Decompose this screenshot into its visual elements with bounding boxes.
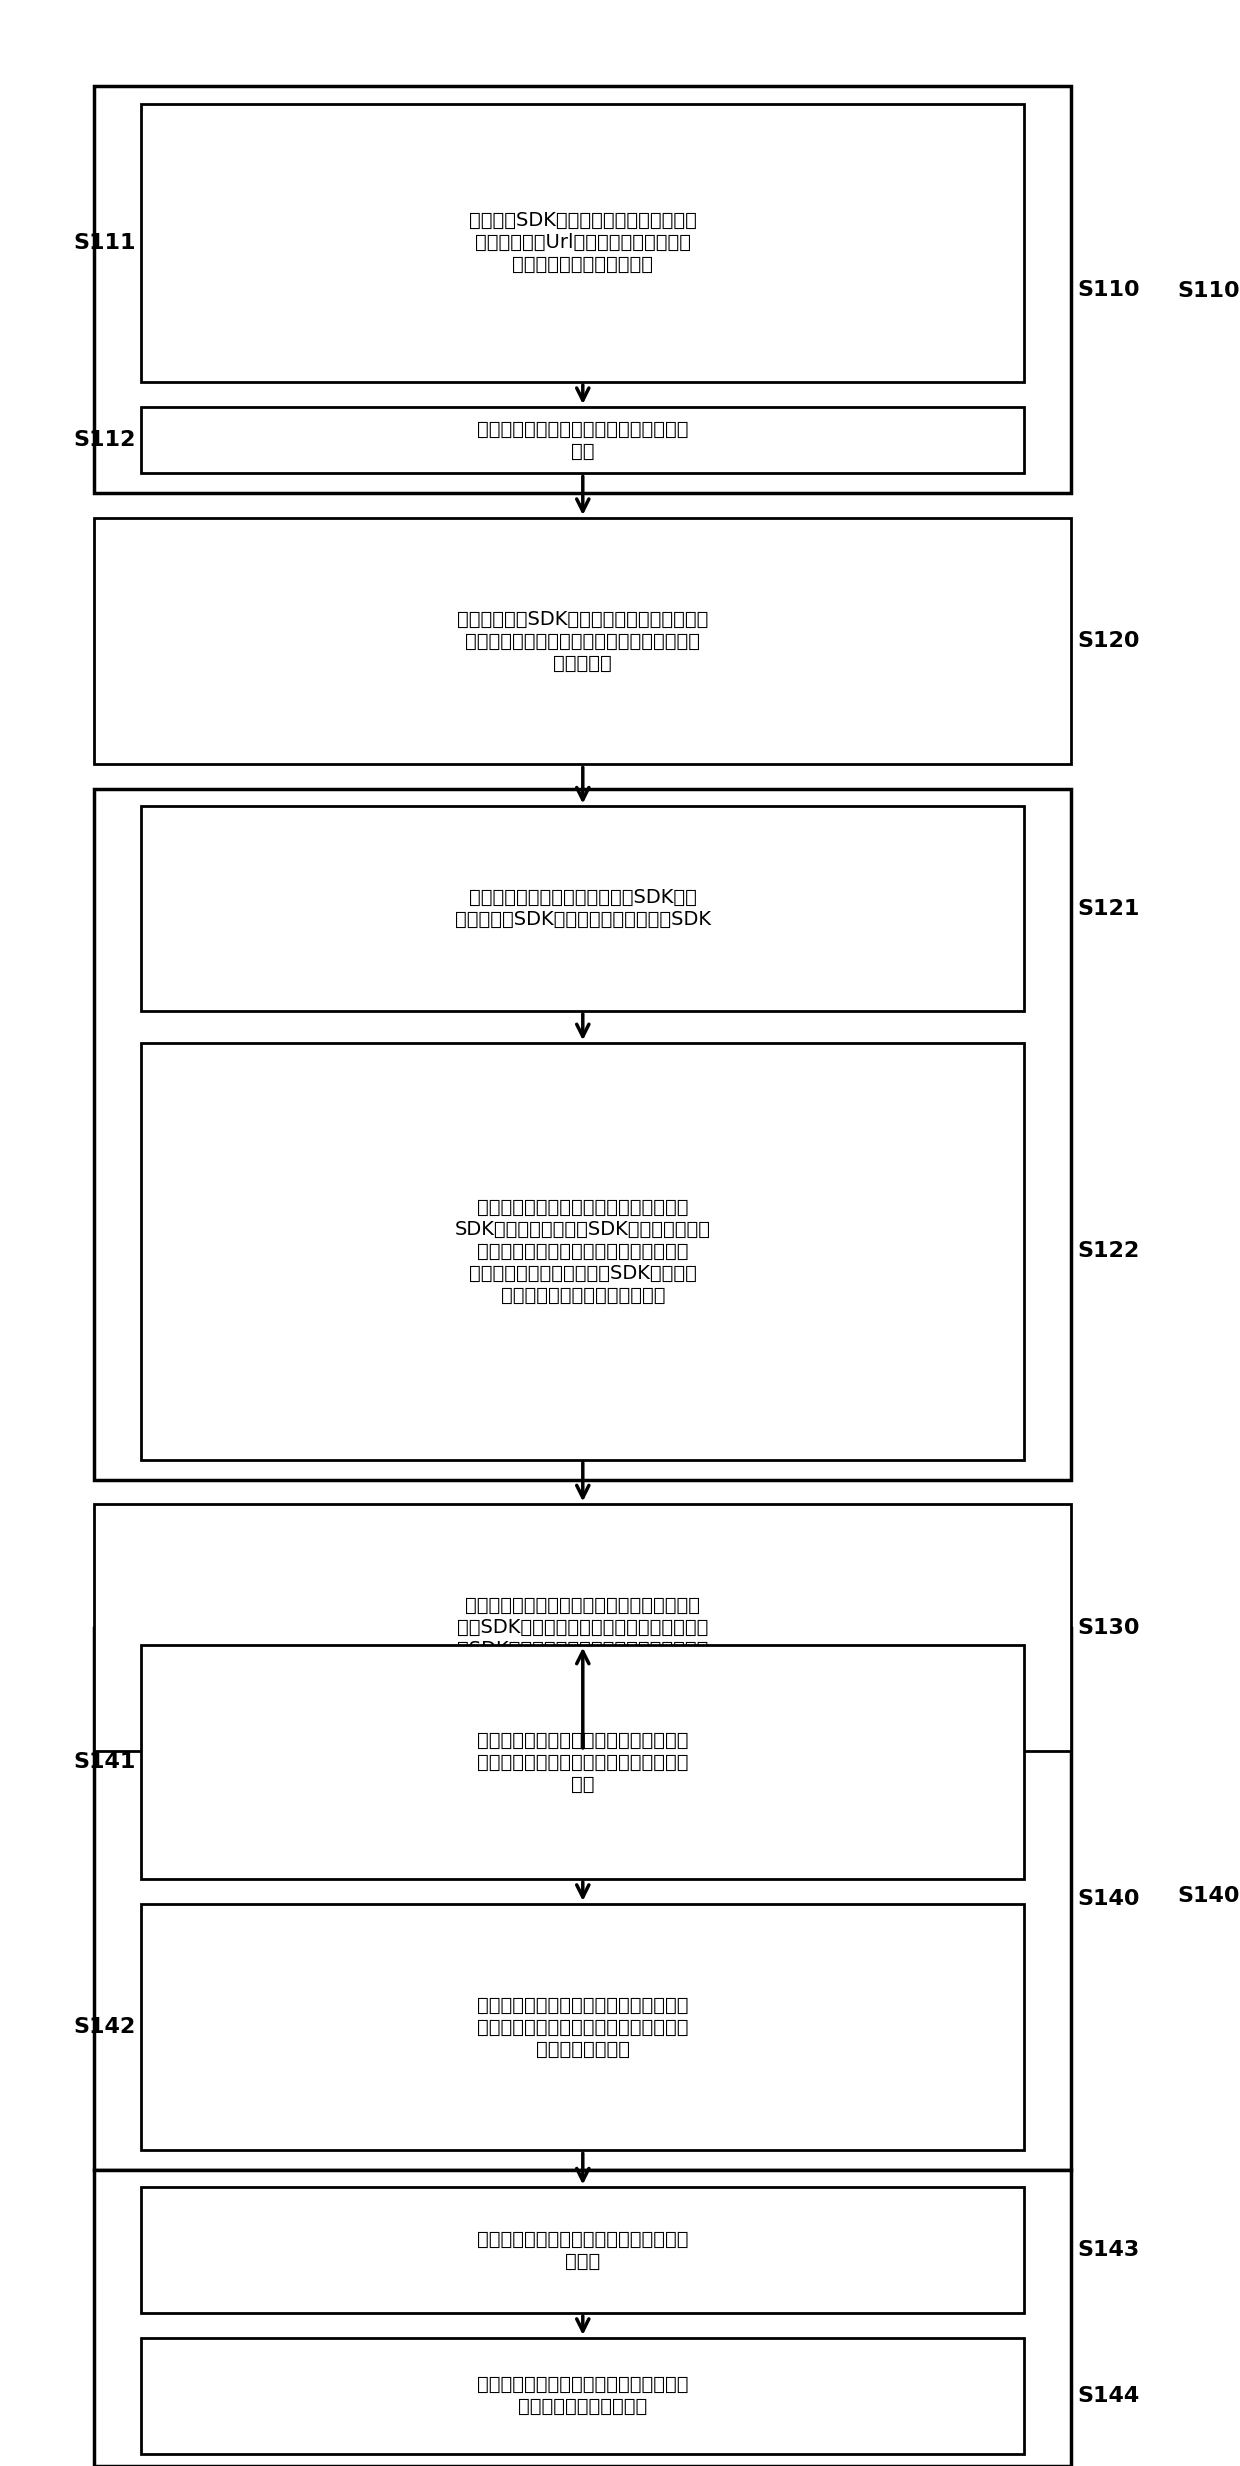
FancyBboxPatch shape — [94, 1504, 1071, 1751]
Text: S140: S140 — [1078, 1889, 1140, 1909]
Text: 根据所述接口描述文件得到服务端接口信
息，根据所述目标接口文件得到目标接口
信息: 根据所述接口描述文件得到服务端接口信 息，根据所述目标接口文件得到目标接口 信息 — [477, 1731, 688, 1793]
FancyBboxPatch shape — [141, 806, 1024, 1011]
Text: S122: S122 — [1078, 1240, 1140, 1263]
Text: 调用所述远程服务接口，并将调用结果同
步返回至所述调用端应用: 调用所述远程服务接口，并将调用结果同 步返回至所述调用端应用 — [477, 2375, 688, 2417]
Text: 通过第一SDK中的接口路由组件对所述远
程服务请求的Url进行解析得到与所述远
程服务请求对应的接口信息: 通过第一SDK中的接口路由组件对所述远 程服务请求的Url进行解析得到与所述远 … — [469, 212, 697, 274]
Text: 根据所述接口信息映射出对应的目标接口
文件: 根据所述接口信息映射出对应的目标接口 文件 — [477, 419, 688, 461]
Text: S120: S120 — [1078, 631, 1140, 651]
Text: 利用所述第一SDK中的接口路由组件发起远程
调用服务，建立所述调用端应用与各个服务端
应用的连接: 利用所述第一SDK中的接口路由组件发起远程 调用服务，建立所述调用端应用与各个服… — [458, 609, 708, 673]
FancyBboxPatch shape — [94, 799, 1071, 1411]
FancyBboxPatch shape — [141, 1043, 1024, 1460]
FancyBboxPatch shape — [94, 2150, 1071, 2466]
Text: S130: S130 — [1078, 1618, 1140, 1637]
Text: S144: S144 — [1078, 2385, 1140, 2407]
FancyBboxPatch shape — [94, 86, 1071, 493]
Text: S121: S121 — [1078, 898, 1140, 920]
FancyBboxPatch shape — [141, 104, 1024, 382]
FancyBboxPatch shape — [94, 789, 1071, 1480]
FancyBboxPatch shape — [94, 518, 1071, 764]
FancyBboxPatch shape — [94, 2170, 1071, 2466]
Text: S142: S142 — [73, 2017, 135, 2037]
Text: 将所述目标接口信息与所述服务端接口信
息进行匹配，确定与所述目标接口文件匹
配的接口描述文件: 将所述目标接口信息与所述服务端接口信 息进行匹配，确定与所述目标接口文件匹 配的… — [477, 1995, 688, 2059]
Text: 根据所述接口描述文件确定对应的远程服
务接口: 根据所述接口描述文件确定对应的远程服 务接口 — [477, 2229, 688, 2271]
Text: 将各个服务端应用接入所述第一SDK，并
对所述第一SDK进行封装编译得到第二SDK: 将各个服务端应用接入所述第一SDK，并 对所述第一SDK进行封装编译得到第二SD… — [455, 888, 711, 930]
Text: 通过所述接口路由组件封装调用所述第二
SDK；其中，所述第二SDK包含有接口描述
文件，所述接口描述文件为在编译期内通
过注解处理器对接入的第一SDK进行自动
: 通过所述接口路由组件封装调用所述第二 SDK；其中，所述第二SDK包含有接口描述… — [455, 1198, 711, 1305]
FancyBboxPatch shape — [141, 2187, 1024, 2313]
Text: S111: S111 — [73, 232, 135, 254]
Text: S140: S140 — [1177, 1886, 1240, 1906]
Text: S110: S110 — [1177, 281, 1240, 301]
FancyBboxPatch shape — [141, 1645, 1024, 1879]
FancyBboxPatch shape — [94, 1628, 1071, 2170]
Text: S110: S110 — [1078, 279, 1140, 301]
Text: S112: S112 — [73, 429, 135, 451]
Text: S141: S141 — [73, 1751, 135, 1773]
FancyBboxPatch shape — [141, 1904, 1024, 2150]
FancyBboxPatch shape — [141, 407, 1024, 473]
FancyBboxPatch shape — [94, 109, 1071, 473]
FancyBboxPatch shape — [141, 2338, 1024, 2454]
Text: 通过所述接口路由组件接收各个服务端应用的
第二SDK发布的接口描述文件；其中，所述第
二SDK为预先封装在服务端应用上的软件工具: 通过所述接口路由组件接收各个服务端应用的 第二SDK发布的接口描述文件；其中，所… — [458, 1596, 708, 1660]
FancyBboxPatch shape — [94, 1660, 1071, 2133]
Text: S143: S143 — [1078, 2239, 1140, 2261]
